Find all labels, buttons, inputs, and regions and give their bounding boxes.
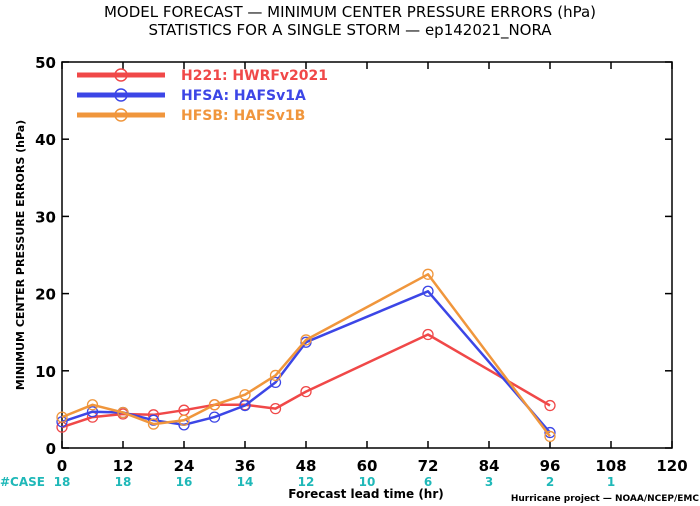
case-count: 3 [485,475,493,489]
y-tick-label: 40 [35,131,56,149]
chart-subtitle: STATISTICS FOR A SINGLE STORM — ep142021… [148,21,552,40]
y-tick-label: 30 [35,208,56,226]
legend: H221: HWRFv2021 HFSA: HAFSv1A HFSB: HAFSv1… [77,68,328,124]
x-tick-label: 120 [656,457,687,475]
series-point [239,389,251,401]
case-count: 12 [298,475,315,489]
series-point [269,402,282,415]
series-point [208,399,221,411]
legend-label: H221: HWRFv2021 [181,68,328,84]
series-point [269,376,282,389]
series-point [300,385,312,398]
legend-swatch-marker [114,108,128,122]
y-tick-label: 0 [46,440,56,458]
legend-label: HFSB: HAFSv1B [181,108,305,124]
x-tick-label: 48 [296,457,317,475]
x-axis-label: Forecast lead time (hr) [288,487,444,501]
x-tick-label: 72 [418,457,439,475]
series-layer [56,268,556,443]
case-count: 16 [176,475,193,489]
y-axis-label: MINIMUM CENTER PRESSURE ERRORS (hPa) [14,120,27,390]
y-tick-label: 10 [35,363,56,381]
case-count: 18 [54,475,71,489]
series-point [300,334,312,346]
x-tick-label: 96 [540,457,561,475]
legend-swatch-marker [114,88,128,102]
series-line-2 [61,290,551,434]
x-tick-label: 0 [57,457,67,475]
series-point [544,399,556,412]
x-tick-label: 108 [595,457,626,475]
series-point [208,411,221,423]
legend-label: HFSA: HAFSv1A [181,88,306,104]
case-count: 6 [424,475,432,489]
plot-frame [61,61,673,449]
series-point [86,406,99,418]
credit-text: Hurricane project — NOAA/NCEP/EMC [511,494,700,504]
series-point [239,399,251,412]
case-count: 1 [607,475,615,489]
legend-swatch-marker [114,68,128,82]
series-point [422,285,434,297]
case-count: 18 [115,475,132,489]
x-tick-label: 60 [357,457,378,475]
case-count: 14 [237,475,254,489]
series-point [544,430,556,443]
series-point [422,328,434,341]
case-count: 10 [359,475,376,489]
x-tick-label: 84 [479,457,500,475]
series-point [86,399,99,411]
series-point [178,414,190,426]
case-counts: 18 18 16 14 12 10 6 3 2 1 [54,475,616,489]
series-point [117,406,129,419]
x-tick-label: 24 [174,457,195,475]
series-point [544,426,556,439]
x-tick-label: 12 [113,457,134,475]
series-point [422,268,434,280]
chart-title: MODEL FORECAST — MINIMUM CENTER PRESSURE… [104,3,596,21]
y-tick-label: 50 [35,54,56,72]
series-line-3 [61,273,551,438]
y-tick-label: 20 [35,286,56,304]
series-point [56,411,68,423]
x-ticks: 0 12 24 36 48 60 72 84 96 108 120 [57,62,688,475]
series-point [269,369,282,382]
y-ticks: 0 10 20 30 40 50 [35,54,672,458]
series-point [147,418,160,430]
case-label: #CASE [0,475,45,489]
case-count: 2 [546,475,554,489]
x-tick-label: 36 [235,457,256,475]
